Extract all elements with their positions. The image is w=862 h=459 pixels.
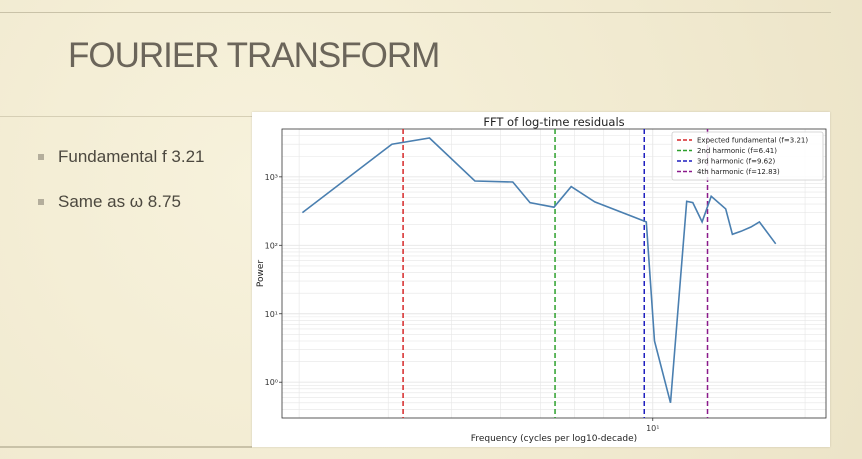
bullet-item: Same as ω 8.75 [38, 190, 204, 214]
legend-entry: 3rd harmonic (f=9.62) [697, 158, 776, 166]
plot-frame [281, 128, 827, 419]
y-tick-label: 10¹ [265, 310, 278, 319]
power-series-line [301, 137, 777, 404]
chart-title: FFT of log-time residuals [483, 115, 624, 129]
y-axis-label: Power [256, 260, 266, 288]
bullet-text: Same as ω 8.75 [58, 192, 181, 211]
legend-entry: 4th harmonic (f=12.83) [697, 168, 780, 176]
legend-box [671, 131, 824, 181]
y-tick-label: 10² [265, 241, 278, 250]
slide-title: FOURIER TRANSFORM [68, 36, 440, 75]
fft-chart-figure: 10⁰ 10¹ 10² 10³ 10¹ FFT of log-time residuals… [252, 112, 830, 447]
x-axis-label: Frequency (cycles per log10-decade) [471, 434, 637, 444]
fft-chart: 10⁰ 10¹ 10² 10³ 10¹ FFT of log-time residuals… [256, 115, 827, 444]
bullet-square-icon [38, 154, 44, 160]
y-tick-label: 10⁰ [265, 378, 278, 387]
x-tick-label: 10¹ [646, 424, 659, 433]
bullet-item: Fundamental f 3.21 [38, 145, 204, 169]
legend-entry: Expected fundamental (f=3.21) [697, 137, 808, 145]
bottom-divider [0, 446, 252, 448]
legend-entry: 2nd harmonic (f=6.41) [697, 147, 777, 155]
title-rule [0, 116, 252, 117]
bullet-text: Fundamental f 3.21 [58, 147, 205, 166]
bullet-square-icon [38, 199, 44, 205]
top-divider [0, 12, 831, 13]
y-tick-label: 10³ [265, 173, 278, 182]
bullet-list: Fundamental f 3.21 Same as ω 8.75 [38, 145, 204, 235]
